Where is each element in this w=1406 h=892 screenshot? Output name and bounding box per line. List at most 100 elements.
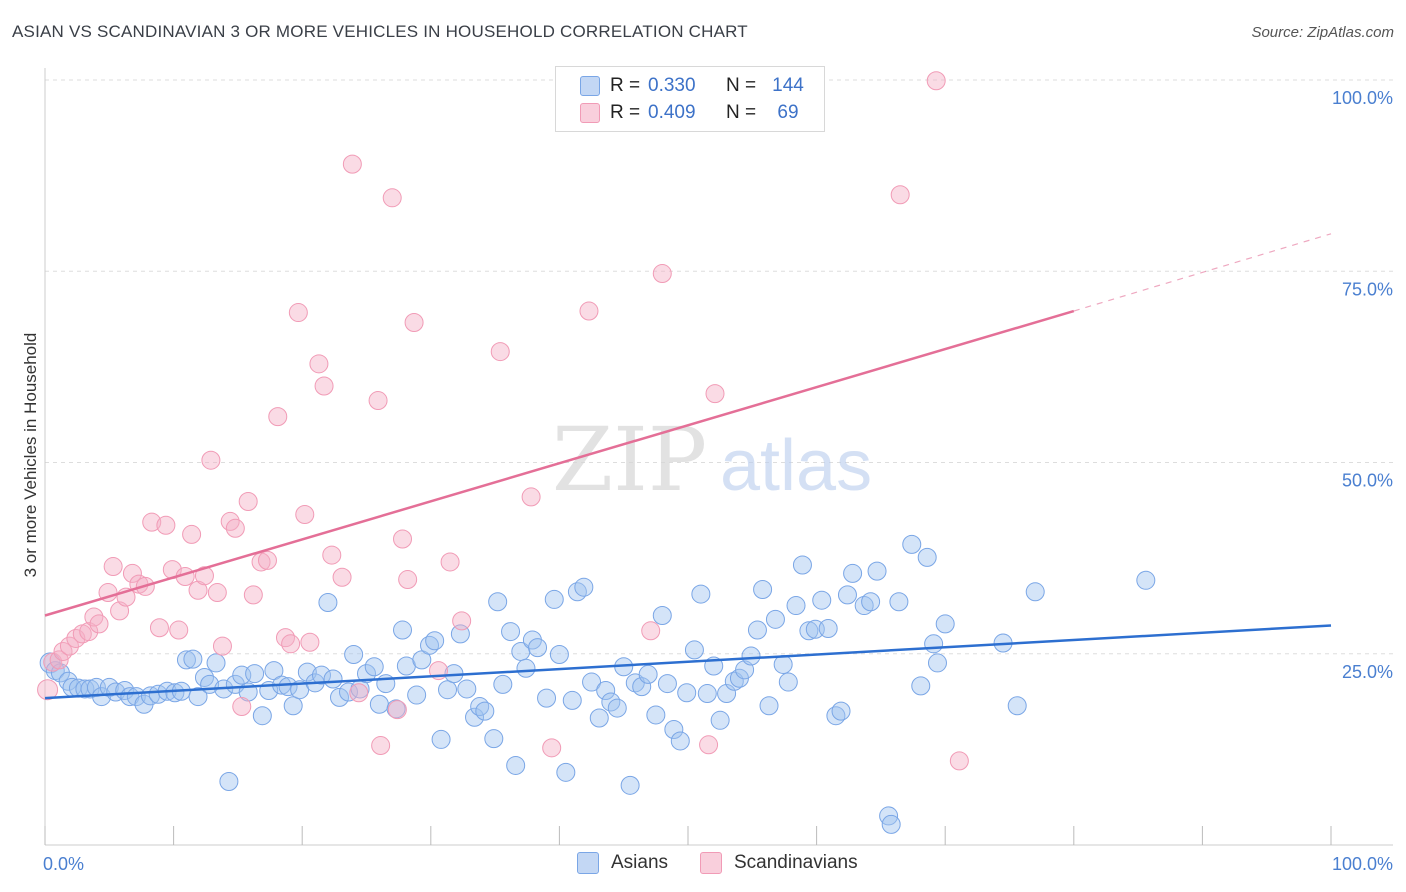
point-asians [516, 658, 536, 678]
point-scandinavians [949, 751, 969, 771]
point-asians [488, 592, 508, 612]
point-asians [710, 710, 730, 730]
point-asians [638, 664, 658, 684]
point-asians [664, 719, 684, 739]
n-value: 144 [772, 75, 804, 96]
point-scandinavians [322, 545, 342, 565]
point-scandinavians [194, 566, 214, 586]
point-asians [1025, 582, 1045, 602]
point-scandinavians [182, 524, 202, 544]
x-tick-label: 0.0% [43, 854, 84, 874]
point-asians [562, 690, 582, 710]
point-asians [818, 619, 838, 639]
point-asians [596, 680, 616, 700]
legend-swatch-scandinavians [700, 852, 722, 874]
point-scandinavians [579, 301, 599, 321]
point-scandinavians [122, 563, 142, 583]
point-asians [799, 621, 819, 641]
point-scandinavians [332, 567, 352, 587]
point-asians [582, 672, 602, 692]
point-asians [657, 674, 677, 694]
point-scandinavians [349, 683, 369, 703]
y-axis-label: 3 or more Vehicles in Household [21, 333, 40, 578]
n-label: N = [726, 75, 757, 96]
point-asians [165, 683, 185, 703]
chart-legend: Asians Scandinavians [0, 852, 1406, 878]
legend-item-asians[interactable]: Asians [577, 852, 668, 874]
point-scandinavians [238, 492, 258, 512]
point-asians [475, 701, 495, 721]
point-asians [889, 592, 909, 612]
point-asians [861, 592, 881, 612]
point-asians [252, 706, 272, 726]
point-scandinavians [149, 618, 169, 638]
point-asians [1136, 570, 1156, 590]
point-scandinavians [542, 738, 562, 758]
grid-lines [45, 79, 1393, 655]
legend-item-scandinavians[interactable]: Scandinavians [700, 852, 858, 874]
point-asians [323, 669, 343, 689]
point-scandinavians [490, 342, 510, 362]
point-asians [1007, 696, 1027, 716]
point-asians [344, 645, 364, 665]
point-scandinavians [169, 620, 189, 640]
point-asians [917, 547, 937, 567]
trend-line-scandinavians [44, 309, 1075, 617]
point-scandinavians [393, 529, 413, 549]
point-scandinavians [281, 634, 301, 654]
source-credit: Source: ZipAtlas.com [1251, 24, 1394, 41]
x-tick-label: 100.0% [1332, 854, 1393, 874]
point-scandinavians [371, 736, 391, 756]
point-asians [837, 585, 857, 605]
point-asians [188, 687, 208, 707]
point-scandinavians [103, 557, 123, 577]
tick-labels: 25.0% 50.0% 75.0% 100.0% 0.0% 100.0% [43, 88, 1393, 874]
point-asians [747, 620, 767, 640]
point-asians [741, 646, 761, 666]
point-asians [867, 561, 887, 581]
point-asians [911, 676, 931, 696]
legend-label-scandinavians: Scandinavians [734, 852, 858, 873]
point-asians [556, 762, 576, 782]
stats-swatch-asians [580, 76, 600, 96]
point-asians [465, 707, 485, 727]
point-asians [765, 609, 785, 629]
point-scandinavians [404, 313, 424, 333]
point-scandinavians [368, 391, 388, 411]
data-points [37, 71, 1156, 834]
trend-line-asians [44, 624, 1332, 700]
point-scandinavians [243, 585, 263, 605]
axes [44, 68, 1393, 846]
point-scandinavians [641, 621, 661, 641]
point-asians [176, 650, 196, 670]
point-asians [357, 664, 376, 684]
point-scandinavians [440, 552, 460, 572]
n-label: N = [726, 102, 757, 123]
stats-box: R = 0.330 N = 144 R = 0.409 N = 69 [555, 66, 825, 132]
point-asians [80, 679, 100, 699]
point-asians [831, 701, 851, 721]
point-asians [369, 694, 389, 714]
point-asians [574, 577, 594, 597]
point-asians [484, 729, 504, 749]
point-scandinavians [309, 354, 329, 374]
point-scandinavians [387, 700, 407, 720]
point-scandinavians [53, 641, 73, 661]
point-scandinavians [288, 303, 308, 323]
point-asians [544, 589, 564, 609]
point-scandinavians [926, 71, 946, 91]
y-tick-label: 50.0% [1342, 471, 1393, 491]
point-scandinavians [212, 636, 232, 656]
y-tick-label: 100.0% [1332, 88, 1393, 108]
point-asians [843, 563, 863, 583]
point-scandinavians [156, 515, 176, 535]
r-value: 0.330 [648, 75, 696, 96]
point-asians [670, 731, 690, 751]
point-scandinavians [398, 570, 418, 590]
point-scandinavians [300, 632, 320, 652]
point-asians [283, 696, 303, 716]
point-scandinavians [142, 512, 162, 532]
point-scandinavians [699, 735, 719, 755]
point-asians [183, 649, 203, 669]
